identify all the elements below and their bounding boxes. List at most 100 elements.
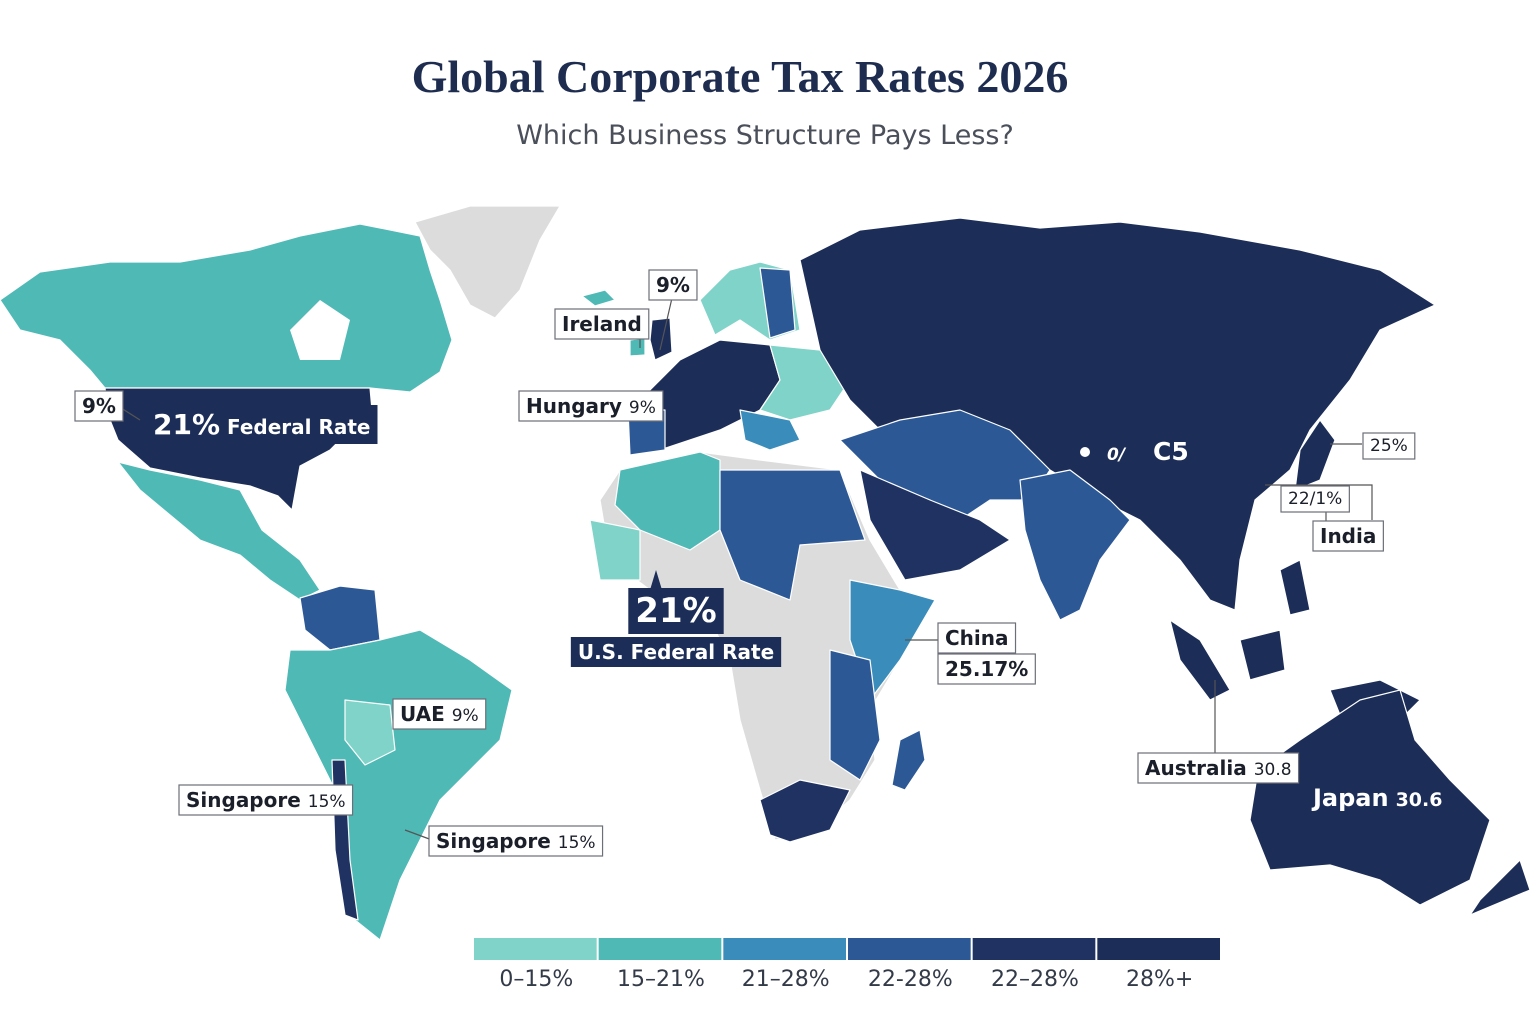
callout-text: U.S. Federal Rate [578,640,774,664]
callout-value: 9% [452,706,479,726]
callout-text: China [945,626,1009,650]
callout: 21% [628,588,724,634]
callout-text: Japan [1311,784,1389,812]
legend-swatch [598,938,722,960]
callout-text: Ireland [562,312,642,336]
callout-text: 25.17% [945,657,1028,681]
legend-label: 22-28% [868,967,953,992]
callout-box [178,784,354,816]
callout: China [937,622,1017,654]
svg-text:Hungary 9%: Hungary 9% [526,394,656,418]
legend-label: 21–28% [742,967,830,992]
country [1169,619,1231,701]
callout-value: 30.8 [1254,760,1292,780]
callout-text: India [1320,524,1376,548]
country [581,289,616,307]
callout-text: UAE [400,702,445,726]
callout: Hungary 9% [518,390,664,422]
svg-text:9%: 9% [656,273,690,297]
svg-text:22/1%: 22/1% [1288,489,1342,509]
country [589,519,641,581]
svg-text:Ireland: Ireland [562,312,642,336]
callout-box [1137,752,1300,784]
country [1279,559,1311,616]
callout-text: 9% [82,394,116,418]
svg-text:Japan 30.6: Japan 30.6 [1311,784,1442,812]
callout: 22/1% [1280,485,1350,513]
svg-text:0/C5: 0/C5 [1107,437,1189,466]
callout: 21% Federal Rate [146,405,378,444]
svg-text:India: India [1320,524,1376,548]
legend-swatch [1097,938,1220,960]
subtitle: Which Business Structure Pays Less? [516,120,1014,151]
legend: 0–15% 15–21% 21–28% 22-28% 22–28% 28%+ [474,938,1220,992]
callout-box [392,698,487,730]
svg-text:China: China [945,626,1009,650]
callout: Japan 30.6 [1311,784,1442,812]
country [759,779,851,843]
country [829,649,881,781]
country [859,469,1011,581]
callout-box [1280,485,1350,513]
country [629,337,646,357]
country [344,699,396,766]
legend-swatch [848,938,971,960]
callout: U.S. Federal Rate [570,637,782,667]
svg-text:UAE 9%: UAE 9% [400,702,479,726]
legend-swatch [474,938,597,960]
callout-box [570,637,782,667]
svg-text:25.17%: 25.17% [945,657,1028,681]
country [649,317,673,361]
country [1239,629,1286,681]
callout: 0/C5 [1107,437,1189,466]
country [1249,689,1491,906]
country [0,223,453,393]
callout-text: 9% [656,273,690,297]
svg-text:9%: 9% [82,394,116,418]
svg-text:Singapore 15%: Singapore 15% [186,788,346,812]
callout: 9% [74,390,124,422]
svg-text:25%: 25% [1370,436,1408,456]
callout: UAE 9% [392,698,487,730]
callout-text: 22/1% [1288,489,1342,509]
pointer [650,570,662,590]
callout-text: Hungary [526,394,622,418]
callout-value: C5 [1153,437,1189,466]
callouts: 9% Ireland Hungary 9% 9% 21% Federal Rat… [74,269,1442,857]
callout-box [937,653,1036,685]
callout-box [1362,432,1416,460]
callout: 9% [648,269,698,301]
callout-box [937,622,1017,654]
country [414,205,561,319]
svg-text:Australia 30.8: Australia 30.8 [1145,756,1292,780]
legend-label: 0–15% [499,967,573,992]
lake [290,300,350,360]
legend-label: 22–28% [991,967,1079,992]
callout: Ireland [554,308,650,340]
callout-text: Singapore [436,829,551,853]
callout-value: 15% [558,833,596,853]
callout: Australia 30.8 [1137,752,1300,784]
callout-text: 21% [153,408,220,441]
country [759,267,796,339]
callout-box [554,308,650,340]
country [719,469,866,601]
svg-text:U.S. Federal Rate: U.S. Federal Rate [578,640,774,664]
country [891,729,926,791]
callout-box [146,405,378,444]
callout: 25% [1362,432,1416,460]
country [614,451,721,551]
callout-box [648,269,698,301]
country [739,409,801,451]
country [1294,419,1336,491]
country [1469,859,1531,916]
callout-value: Federal Rate [227,415,371,439]
callout-value: 9% [629,398,656,418]
callout: India [1312,520,1384,552]
legend-swatch [972,938,1096,960]
svg-text:21%: 21% [635,591,716,631]
callout-value: 15% [308,792,346,812]
callout: Singapore 15% [178,784,354,816]
callout-box [518,390,664,422]
